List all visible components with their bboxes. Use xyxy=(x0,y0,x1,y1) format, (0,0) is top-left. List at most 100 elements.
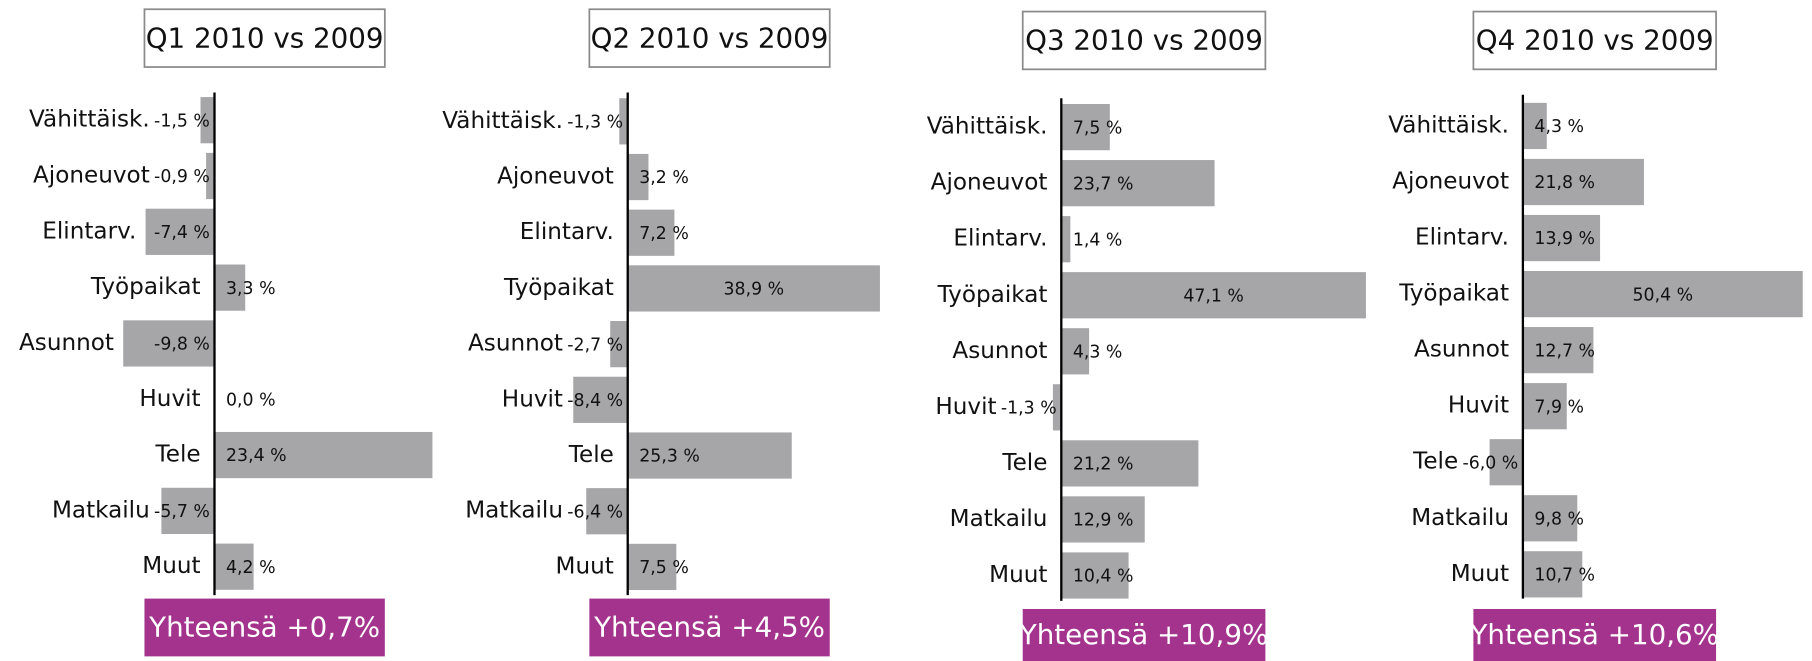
bar xyxy=(1061,552,1129,599)
bar xyxy=(627,432,792,479)
bar xyxy=(1061,104,1110,151)
bar xyxy=(586,488,628,535)
value-label: 4,3 % xyxy=(1534,117,1584,137)
value-label: 7,5 % xyxy=(1073,118,1123,138)
category-label: Ajoneuvot xyxy=(1392,169,1509,195)
bar xyxy=(1061,440,1199,487)
category-label: Tele xyxy=(1412,449,1458,475)
bar xyxy=(1522,214,1601,262)
bar xyxy=(1522,551,1583,598)
bar xyxy=(1522,495,1578,542)
bar xyxy=(573,376,628,423)
bar xyxy=(627,209,675,256)
category-label: Muut xyxy=(556,553,614,579)
bar xyxy=(1522,270,1803,318)
bar xyxy=(145,208,215,255)
bar xyxy=(1522,158,1644,206)
category-label: Asunnot xyxy=(19,330,114,356)
value-label: 4,3 % xyxy=(1073,342,1123,362)
bar xyxy=(1061,272,1366,319)
title-box xyxy=(1021,10,1267,71)
value-label: -1,3 % xyxy=(1001,399,1057,419)
title-box xyxy=(143,8,386,68)
chart-title: Q3 2010 vs 2009 xyxy=(1025,24,1263,57)
total-box xyxy=(589,598,830,657)
bar xyxy=(214,431,433,479)
bar xyxy=(1052,384,1062,431)
total-box xyxy=(1022,608,1266,661)
value-label: 23,7 % xyxy=(1073,174,1134,194)
total-label: Yhteensä +10,9% xyxy=(1019,618,1269,651)
value-label: 25,3 % xyxy=(639,447,700,467)
bar xyxy=(1522,102,1547,150)
category-label: Työpaikat xyxy=(937,282,1048,308)
bar xyxy=(123,320,215,367)
value-label: 3,3 % xyxy=(226,279,276,299)
value-label: 7,9 % xyxy=(1534,397,1584,417)
category-label: Matkailu xyxy=(950,506,1048,532)
bar xyxy=(1061,216,1071,263)
value-label: 3,2 % xyxy=(639,168,689,188)
value-label: 13,9 % xyxy=(1534,229,1595,249)
bar xyxy=(161,487,215,535)
category-label: Huvit xyxy=(1448,393,1509,419)
bar xyxy=(1522,327,1594,374)
category-label: Elintarv. xyxy=(953,226,1047,252)
category-label: Työpaikat xyxy=(90,274,201,300)
category-label: Matkailu xyxy=(465,498,563,524)
value-label: -6,4 % xyxy=(567,502,623,522)
value-label: 50,4 % xyxy=(1633,285,1694,305)
value-label: -7,4 % xyxy=(154,223,210,243)
category-label: Vähittäisk. xyxy=(29,107,150,133)
value-label: 0,0 % xyxy=(226,390,276,410)
value-label: -8,4 % xyxy=(567,391,623,411)
bar xyxy=(1061,328,1090,375)
category-label: Tele xyxy=(155,442,201,468)
chart-title: Q2 2010 vs 2009 xyxy=(591,21,829,54)
category-label: Elintarv. xyxy=(42,218,136,244)
value-label: 7,2 % xyxy=(639,224,689,244)
bar xyxy=(619,98,628,145)
value-label: 12,7 % xyxy=(1534,341,1595,361)
category-label: Työpaikat xyxy=(1398,281,1509,307)
total-box xyxy=(1473,608,1717,661)
total-label: Yhteensä +4,5% xyxy=(593,611,825,644)
bar xyxy=(206,152,215,200)
value-label: 21,2 % xyxy=(1073,455,1134,475)
category-label: Huvit xyxy=(502,386,563,412)
total-box xyxy=(144,598,385,657)
category-label: Työpaikat xyxy=(503,275,614,301)
category-label: Asunnot xyxy=(468,331,563,357)
category-label: Vähittäisk. xyxy=(927,114,1048,140)
bar xyxy=(1061,160,1215,207)
value-label: -1,5 % xyxy=(154,111,210,131)
category-label: Ajoneuvot xyxy=(497,164,614,190)
bar xyxy=(214,264,246,311)
title-box xyxy=(1472,10,1717,71)
category-label: Ajoneuvot xyxy=(931,170,1048,196)
value-label: 7,5 % xyxy=(639,558,689,578)
bar xyxy=(627,265,880,312)
category-label: Huvit xyxy=(139,386,200,412)
value-label: -1,3 % xyxy=(567,112,623,132)
value-label: 10,4 % xyxy=(1073,567,1134,587)
bar xyxy=(610,321,628,368)
category-label: Elintarv. xyxy=(1415,225,1509,251)
bar xyxy=(1061,496,1145,543)
bar xyxy=(1489,439,1523,486)
value-label: -5,7 % xyxy=(154,502,210,522)
category-label: Vähittäisk. xyxy=(442,108,563,134)
value-label: 21,8 % xyxy=(1534,173,1595,193)
category-label: Huvit xyxy=(935,394,996,420)
bar xyxy=(627,543,677,591)
total-label: Yhteensä +10,6% xyxy=(1469,618,1719,651)
value-label: 23,4 % xyxy=(226,446,287,466)
value-label: 38,9 % xyxy=(724,280,785,300)
category-label: Ajoneuvot xyxy=(33,162,150,188)
category-label: Matkailu xyxy=(1411,505,1509,531)
title-box xyxy=(588,8,831,68)
category-label: Elintarv. xyxy=(520,219,614,245)
total-label: Yhteensä +0,7% xyxy=(148,611,380,644)
category-label: Vähittäisk. xyxy=(1388,112,1509,138)
